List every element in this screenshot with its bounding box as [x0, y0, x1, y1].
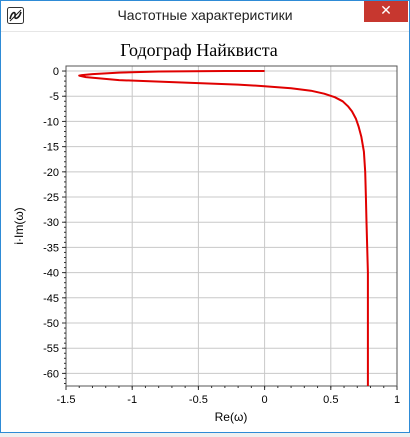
y-tick-label: -20	[43, 167, 59, 179]
x-tick-label: 1	[394, 394, 400, 406]
y-tick-label: -5	[49, 91, 59, 103]
x-tick-label: -0.5	[189, 394, 208, 406]
y-tick-label: -25	[43, 192, 59, 204]
plot-frame	[65, 65, 398, 387]
x-axis-label: Re(ω)	[215, 410, 248, 424]
chart-title: Годограф Найквиста	[120, 40, 278, 60]
y-tick-label: -35	[43, 242, 59, 254]
y-tick-label: 0	[53, 66, 59, 78]
y-axis-label: i·Im(ω)	[12, 207, 26, 244]
x-tick-label: -1	[127, 394, 137, 406]
grid-lines	[65, 66, 398, 386]
x-tick-label: -1.5	[57, 394, 76, 406]
y-tick-label: -40	[43, 268, 59, 280]
x-tick-label: 0.5	[323, 394, 338, 406]
y-tick-label: -15	[43, 142, 59, 154]
title-bar[interactable]: Частотные характеристики ✕	[1, 1, 409, 32]
data-series	[78, 70, 369, 386]
x-tick-label: 0	[262, 394, 268, 406]
nyquist-chart: Годограф Найквиста -1.5 -1 -0.5 0 0.5 1 0 -5 -1…	[12, 40, 400, 424]
y-tick-label: -45	[43, 293, 59, 305]
x-axis-ticks: -1.5 -1 -0.5 0 0.5 1	[57, 386, 400, 406]
y-axis-ticks: 0 -5 -10 -15 -20 -25 -30 -35 -40 -45 -50 -55 -60	[43, 66, 66, 384]
window-title: Частотные характеристики	[117, 7, 293, 23]
plot-area: Годограф Найквиста -1.5 -1 -0.5 0 0.5 1 0 -5 -1…	[1, 32, 409, 432]
y-tick-label: -50	[43, 318, 59, 330]
y-tick-label: -10	[43, 116, 59, 128]
app-logo-icon	[7, 7, 24, 24]
y-tick-label: -30	[43, 217, 59, 229]
y-tick-label: -60	[43, 368, 59, 380]
nyquist-curve	[78, 70, 369, 386]
close-button[interactable]: ✕	[364, 1, 408, 22]
y-tick-label: -55	[43, 343, 59, 355]
